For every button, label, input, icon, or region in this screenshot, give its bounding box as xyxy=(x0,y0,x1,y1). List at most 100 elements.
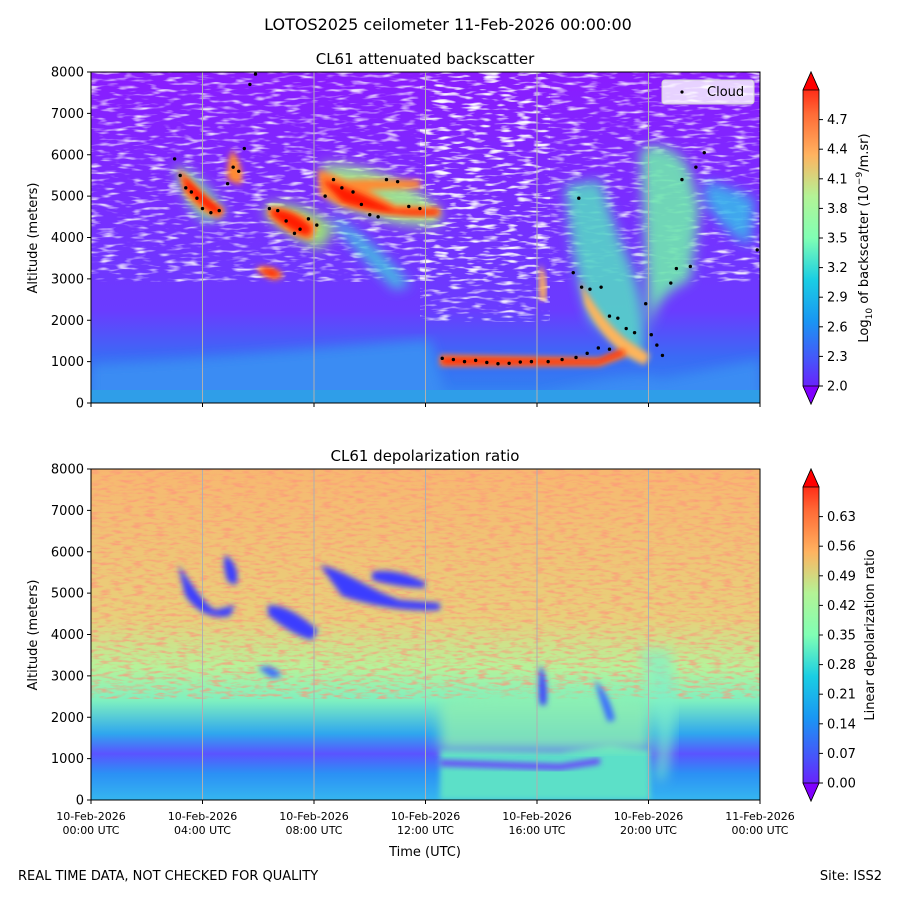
colorbar-tick-label: 3.5 xyxy=(827,232,848,247)
backscatter-colorbar: 2.0 2.3 2.6 2.9 3.2 3.5 3.8 4.1 4.4 4.7 Log10 of … xyxy=(802,71,875,405)
cloud-marker xyxy=(632,330,637,335)
top-panel-title: CL61 attenuated backscatter xyxy=(316,50,535,68)
y-tick-label: 2000 xyxy=(51,711,84,726)
cloud-marker xyxy=(694,165,698,169)
cloud-marker xyxy=(518,360,522,364)
cloud-marker xyxy=(195,196,199,200)
legend: Cloud xyxy=(661,79,755,105)
cloud-marker xyxy=(292,231,297,236)
cloud-marker xyxy=(225,182,230,186)
y-tick-label: 1000 xyxy=(51,752,84,767)
colorbar-tick-label: 2.9 xyxy=(827,291,848,306)
cloud-marker xyxy=(674,266,679,271)
cloud-marker xyxy=(267,206,272,211)
cloud-marker xyxy=(340,186,344,190)
cloud-marker xyxy=(231,165,235,169)
cloud-marker xyxy=(688,264,693,269)
cloud-marker xyxy=(507,361,511,365)
x-tick-label: 10-Feb-2026 16:00 UTC xyxy=(502,810,571,837)
y-tick-label: 8000 xyxy=(51,463,84,478)
colorbar-tick-label: 2.3 xyxy=(827,350,848,365)
bottom-axes: 10-Feb-2026 00:00 UTC 10-Feb-2026 04:00 UTC… xyxy=(51,463,795,838)
figure-title: LOTOS2025 ceilometer 11-Feb-2026 00:00:0… xyxy=(264,15,632,34)
colorbar-tick-label: 3.8 xyxy=(827,202,848,217)
cloud-marker xyxy=(574,355,578,360)
cloud-marker xyxy=(242,146,247,151)
cloud-marker xyxy=(660,353,665,358)
cloud-marker xyxy=(395,179,400,184)
cloud-marker xyxy=(624,326,628,331)
cloud-marker xyxy=(172,157,177,161)
x-tick-label: 10-Feb-2026 20:00 UTC xyxy=(614,810,683,837)
cloud-marker xyxy=(407,204,411,209)
cloud-marker xyxy=(306,217,311,221)
y-tick-label: 0 xyxy=(76,794,84,809)
cloud-marker xyxy=(571,270,575,275)
colorbar-tick-label: 4.1 xyxy=(827,172,848,187)
cloud-marker xyxy=(579,285,584,289)
cloud-marker xyxy=(253,72,258,76)
cloud-marker xyxy=(331,177,336,182)
colorbar-tick-label: 0.35 xyxy=(827,629,856,644)
colorbar-tick-label: 0.42 xyxy=(827,599,856,614)
cloud-marker xyxy=(284,219,288,223)
cloud-marker xyxy=(596,346,601,350)
cloud-marker xyxy=(298,227,302,231)
cloud-marker xyxy=(217,208,221,213)
colorbar-tick-label: 0.14 xyxy=(827,717,856,732)
y-tick-label: 1000 xyxy=(51,355,84,370)
x-tick-label: 10-Feb-2026 12:00 UTC xyxy=(391,810,460,837)
depolarization-heatmap xyxy=(91,469,760,800)
y-tick-label: 8000 xyxy=(51,66,84,81)
cloud-marker xyxy=(237,169,241,173)
y-tick-label: 5000 xyxy=(51,190,84,205)
y-tick-label: 6000 xyxy=(51,148,84,163)
cloud-marker xyxy=(473,358,478,363)
cloud-marker xyxy=(276,208,280,213)
colorbar-tick-label: 3.2 xyxy=(827,261,848,276)
y-tick-label: 0 xyxy=(76,397,84,412)
cloud-marker xyxy=(189,190,194,194)
y-tick-label: 7000 xyxy=(51,504,84,519)
cloud-marker xyxy=(359,202,364,207)
cloud-marker xyxy=(529,359,534,364)
colorbar-tick-label: 0.56 xyxy=(827,540,856,555)
cloud-marker xyxy=(496,361,500,366)
backscatter-colorbar-label: Log10 of backscatter (10−9/m.sr) xyxy=(855,133,875,342)
cloud-marker xyxy=(451,357,456,362)
y-tick-label: 6000 xyxy=(51,545,84,560)
x-tick-label: 11-Feb-2026 00:00 UTC xyxy=(725,810,794,837)
legend-cloud-label: Cloud xyxy=(707,85,744,100)
colorbar-tick-label: 2.6 xyxy=(827,320,848,335)
cloud-marker xyxy=(323,194,327,198)
top-y-axis-label: Altitude (meters) xyxy=(26,183,41,294)
y-tick-label: 3000 xyxy=(51,669,84,684)
cloud-marker xyxy=(599,285,603,289)
colorbar-tick-label: 0.49 xyxy=(827,569,856,584)
y-tick-label: 4000 xyxy=(51,231,84,246)
cloud-marker xyxy=(351,190,355,194)
site-label: Site: ISS2 xyxy=(819,869,882,884)
cloud-marker xyxy=(184,186,188,190)
cloud-marker xyxy=(376,215,380,219)
x-tick-label: 10-Feb-2026 08:00 UTC xyxy=(279,810,348,837)
cloud-marker xyxy=(384,177,389,182)
cloud-marker xyxy=(616,316,620,320)
cloud-marker xyxy=(607,347,612,351)
y-tick-label: 2000 xyxy=(51,314,84,329)
x-tick-label: 10-Feb-2026 04:00 UTC xyxy=(168,810,237,837)
colorbar-tick-label: 2.0 xyxy=(827,380,848,395)
colorbar-tick-label: 0.21 xyxy=(827,688,856,703)
cloud-marker xyxy=(368,213,372,217)
cloud-marker xyxy=(462,359,467,364)
bottom-panel-title: CL61 depolarization ratio xyxy=(331,447,520,465)
cloud-marker xyxy=(644,302,648,306)
cloud-marker xyxy=(200,206,205,211)
cloud-marker xyxy=(546,359,550,364)
cloud-marker xyxy=(440,356,444,361)
cloud-marker xyxy=(680,177,684,182)
cloud-marker xyxy=(588,287,592,291)
cloud-marker xyxy=(649,333,653,337)
cloud-marker xyxy=(560,357,564,362)
